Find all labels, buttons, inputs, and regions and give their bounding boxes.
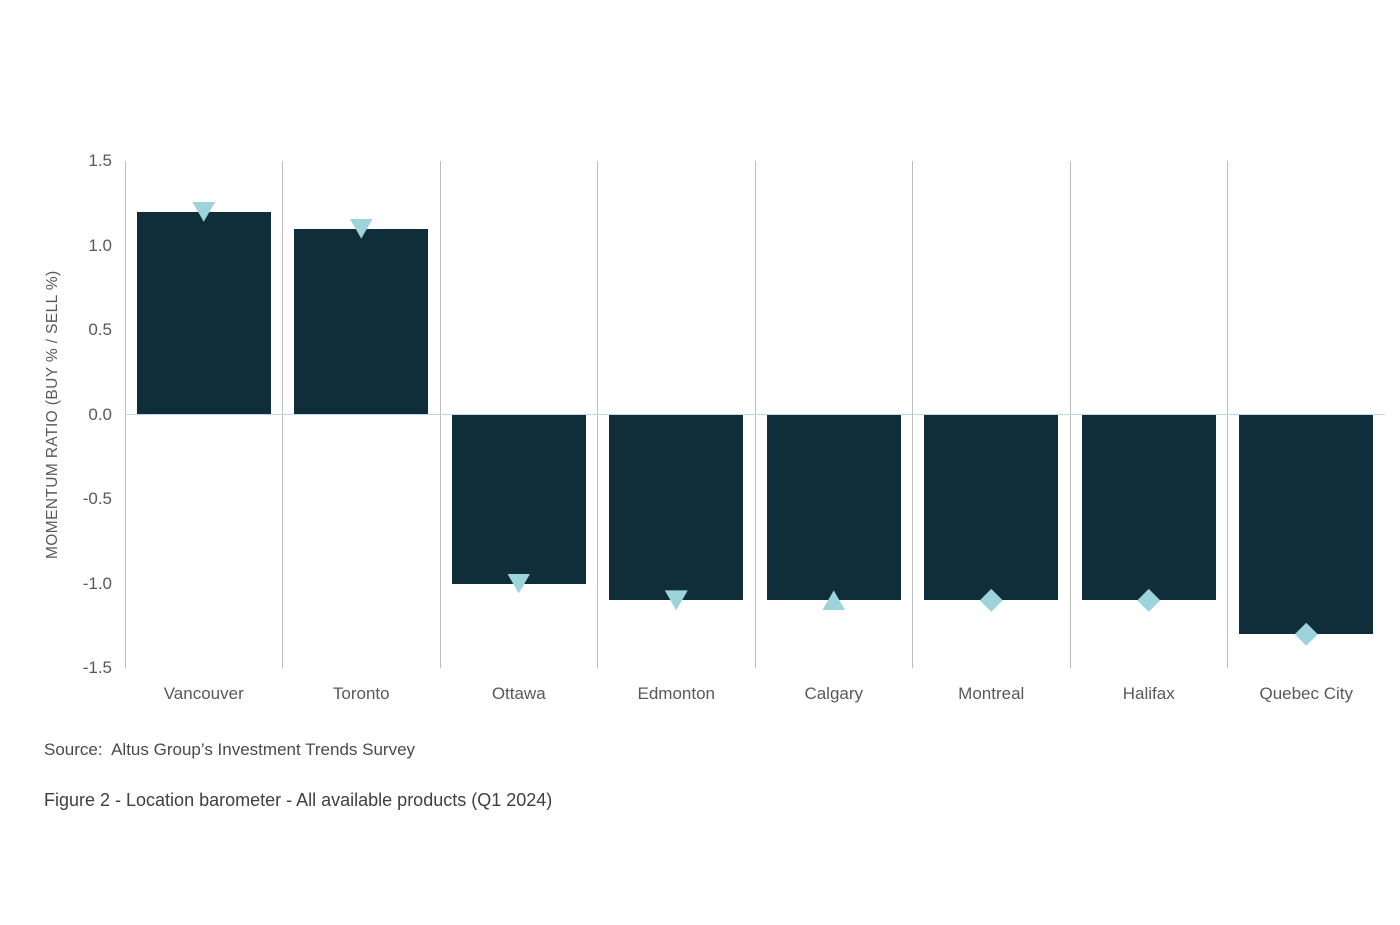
bar-toronto — [294, 228, 429, 415]
bar-montreal — [924, 414, 1059, 601]
x-axis-label-quebec-city: Quebec City — [1259, 684, 1354, 703]
y-tick-label: 1.5 — [88, 151, 112, 170]
zero-baseline — [125, 414, 1385, 415]
x-axis-label-halifax: Halifax — [1122, 684, 1175, 703]
source-text: Source: Altus Group’s Investment Trends … — [44, 740, 416, 759]
marker-diamond-icon — [979, 588, 1003, 612]
bar-halifax — [1081, 414, 1216, 601]
plot-area — [124, 161, 1385, 668]
y-tick-label: 1.0 — [88, 235, 112, 255]
x-axis-label-vancouver: Vancouver — [163, 684, 244, 703]
y-tick-label: -1.0 — [82, 573, 112, 593]
x-axis-label-toronto: Toronto — [332, 684, 390, 703]
y-tick-label: -1.5 — [82, 658, 112, 677]
x-axis-label-edmonton: Edmonton — [637, 684, 716, 703]
x-axis-label-calgary: Calgary — [804, 684, 864, 703]
marker-diamond-icon — [1137, 588, 1161, 612]
marker-triangle-down-icon — [507, 573, 531, 594]
marker-triangle-down-icon — [664, 590, 688, 611]
marker-diamond-icon — [1294, 622, 1318, 646]
x-axis-label-ottawa: Ottawa — [491, 684, 546, 703]
y-tick-label: 0.0 — [88, 404, 112, 424]
bar-vancouver — [136, 211, 271, 415]
bar-edmonton — [609, 414, 744, 601]
y-tick-label: -0.5 — [82, 489, 112, 508]
x-axis-label-montreal: Montreal — [958, 684, 1025, 703]
figure-caption: Figure 2 - Location barometer - All avai… — [44, 790, 553, 810]
bar-quebec-city — [1239, 414, 1374, 635]
y-tick-label: 0.5 — [88, 320, 112, 339]
bar-calgary — [766, 414, 901, 601]
bar-ottawa — [451, 414, 586, 584]
